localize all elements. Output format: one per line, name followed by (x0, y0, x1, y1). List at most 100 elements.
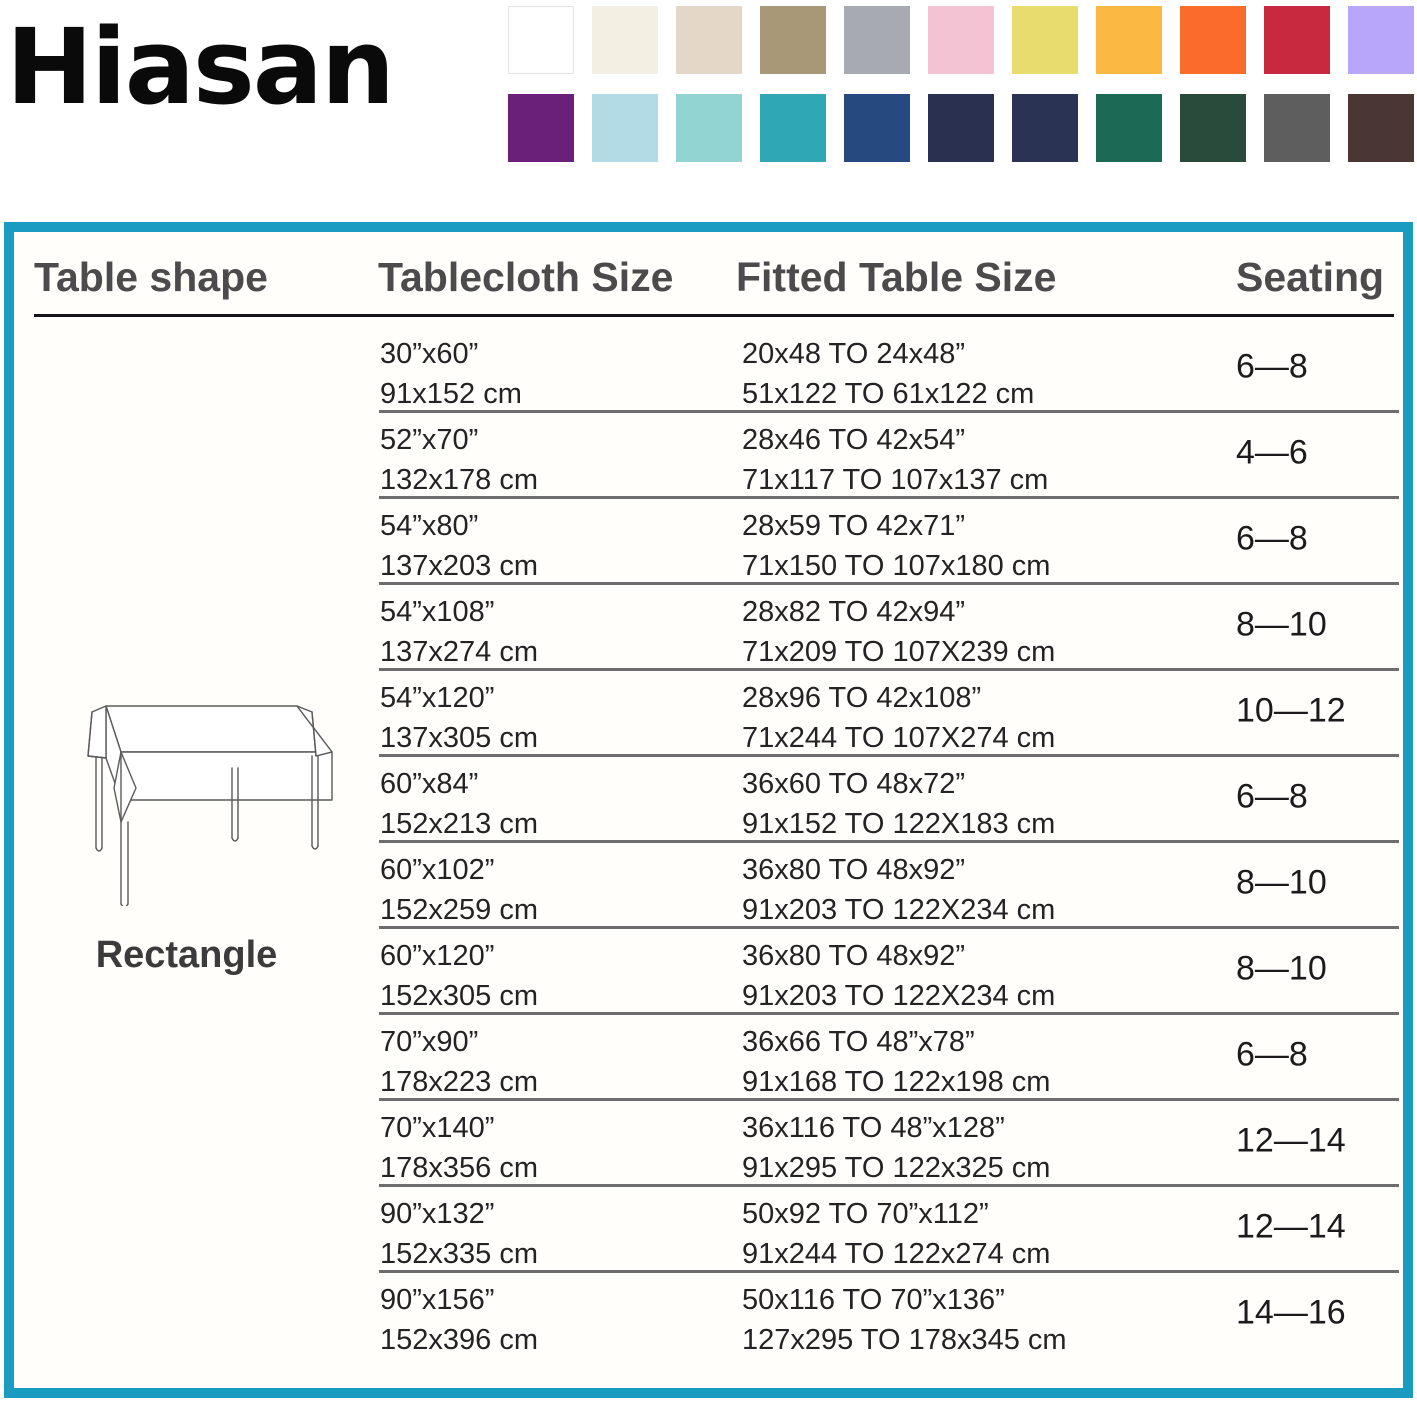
fitted-size-cm: 91x152 TO 122X183 cm (742, 808, 1056, 841)
cell-tablecloth-size: 60”x102” 152x259 cm (380, 850, 538, 930)
cell-tablecloth-size: 90”x156” 152x396 cm (380, 1280, 538, 1360)
cell-tablecloth-size: 30”x60” 91x152 cm (380, 334, 522, 414)
tablecloth-size-inches: 90”x132” (380, 1198, 495, 1230)
fitted-size-cm: 71x117 TO 107x137 cm (742, 464, 1049, 497)
color-swatch-light-blue[interactable] (592, 94, 658, 162)
cell-fitted-table-size: 28x82 TO 42x94” 71x209 TO 107X239 cm (742, 592, 1055, 672)
color-swatch-lavender[interactable] (1348, 6, 1414, 74)
cell-seating: 12—14 (1236, 1121, 1346, 1160)
table-row: 90”x156” 152x396 cm 50x116 TO 70”x136” 127x… (14, 1270, 1403, 1356)
size-chart-card: Table shape Tablecloth Size Fitted Table… (4, 222, 1413, 1398)
cell-seating: 4—6 (1236, 433, 1308, 472)
cell-tablecloth-size: 52”x70” 132x178 cm (380, 420, 538, 500)
fitted-size-cm: 71x209 TO 107X239 cm (742, 636, 1056, 669)
cell-seating: 10—12 (1236, 691, 1346, 730)
cell-seating: 12—14 (1236, 1207, 1346, 1246)
color-swatch-purple[interactable] (508, 94, 574, 162)
color-swatch-panel (508, 6, 1414, 182)
color-swatch-amber[interactable] (1096, 6, 1162, 74)
fitted-size-inches: 36x60 TO 48x72” (742, 768, 966, 800)
color-swatch-charcoal[interactable] (1264, 94, 1330, 162)
tablecloth-size-inches: 70”x90” (380, 1026, 479, 1058)
color-swatch-pink[interactable] (928, 6, 994, 74)
fitted-size-inches: 50x116 TO 70”x136” (742, 1284, 1005, 1316)
color-swatch-beige[interactable] (676, 6, 742, 74)
fitted-size-cm: 71x244 TO 107X274 cm (742, 722, 1056, 755)
cell-fitted-table-size: 36x66 TO 48”x78” 91x168 TO 122x198 cm (742, 1022, 1050, 1102)
tablecloth-size-inches: 60”x120” (380, 940, 495, 972)
color-swatch-dark-navy[interactable] (1012, 94, 1078, 162)
table-header-row: Table shape Tablecloth Size Fitted Table… (14, 232, 1403, 319)
table-row: 54”x120” 137x305 cm 28x96 TO 42x108” 71x244… (14, 668, 1403, 754)
table-row: 54”x108” 137x274 cm 28x82 TO 42x94” 71x209 … (14, 582, 1403, 668)
fitted-size-cm: 91x295 TO 122x325 cm (742, 1152, 1051, 1185)
fitted-size-inches: 36x80 TO 48x92” (742, 940, 966, 972)
cell-fitted-table-size: 28x46 TO 42x54” 71x117 TO 107x137 cm (742, 420, 1048, 500)
table-row: 90”x132” 152x335 cm 50x92 TO 70”x112” 91x24… (14, 1184, 1403, 1270)
tablecloth-size-inches: 30”x60” (380, 338, 479, 370)
color-swatch-red[interactable] (1264, 6, 1330, 74)
tablecloth-size-cm: 152x213 cm (380, 808, 538, 841)
color-swatch-aqua[interactable] (676, 94, 742, 162)
swatch-row-1 (508, 6, 1414, 84)
tablecloth-size-inches: 90”x156” (380, 1284, 495, 1316)
fitted-size-inches: 36x66 TO 48”x78” (742, 1026, 975, 1058)
fitted-size-cm: 91x244 TO 122x274 cm (742, 1238, 1051, 1271)
color-swatch-gray[interactable] (844, 6, 910, 74)
table-row: 30”x60” 91x152 cm 20x48 TO 24x48” 51x122 TO… (14, 324, 1403, 410)
color-swatch-navy[interactable] (928, 94, 994, 162)
cell-tablecloth-size: 90”x132” 152x335 cm (380, 1194, 538, 1274)
color-swatch-cream[interactable] (592, 6, 658, 74)
cell-seating: 6—8 (1236, 1035, 1308, 1074)
cell-fitted-table-size: 36x80 TO 48x92” 91x203 TO 122X234 cm (742, 936, 1055, 1016)
cell-seating: 8—10 (1236, 605, 1327, 644)
cell-tablecloth-size: 60”x84” 152x213 cm (380, 764, 538, 844)
color-swatch-brown[interactable] (1348, 94, 1414, 162)
tablecloth-size-inches: 60”x84” (380, 768, 479, 800)
brand-header: Hiasan (0, 0, 1417, 218)
table-row: 70”x90” 178x223 cm 36x66 TO 48”x78” 91x168 … (14, 1012, 1403, 1098)
color-swatch-taupe[interactable] (760, 6, 826, 74)
tablecloth-size-inches: 54”x80” (380, 510, 479, 542)
fitted-size-inches: 36x116 TO 48”x128” (742, 1112, 1005, 1144)
fitted-size-cm: 91x203 TO 122X234 cm (742, 980, 1056, 1013)
cell-tablecloth-size: 54”x120” 137x305 cm (380, 678, 538, 758)
cell-seating: 8—10 (1236, 863, 1327, 902)
tablecloth-size-cm: 152x335 cm (380, 1238, 538, 1271)
color-swatch-white[interactable] (508, 6, 574, 74)
table-row: 60”x84” 152x213 cm 36x60 TO 48x72” 91x152 T… (14, 754, 1403, 840)
color-swatch-teal[interactable] (760, 94, 826, 162)
cell-fitted-table-size: 36x116 TO 48”x128” 91x295 TO 122x325 cm (742, 1108, 1050, 1188)
color-swatch-green[interactable] (1096, 94, 1162, 162)
cell-fitted-table-size: 36x60 TO 48x72” 91x152 TO 122X183 cm (742, 764, 1055, 844)
cell-seating: 14—16 (1236, 1293, 1346, 1332)
tablecloth-size-cm: 178x223 cm (380, 1066, 538, 1099)
table-row: 52”x70” 132x178 cm 28x46 TO 42x54” 71x117 T… (14, 410, 1403, 496)
tablecloth-size-cm: 91x152 cm (380, 378, 522, 411)
brand-logo: Hiasan (6, 6, 395, 128)
table-row: 70”x140” 178x356 cm 36x116 TO 48”x128” 91x2… (14, 1098, 1403, 1184)
column-header-tablecloth-size: Tablecloth Size (378, 254, 674, 300)
color-swatch-blue[interactable] (844, 94, 910, 162)
size-table-body: 30”x60” 91x152 cm 20x48 TO 24x48” 51x122 TO… (14, 324, 1403, 1356)
tablecloth-size-cm: 132x178 cm (380, 464, 538, 497)
cell-fitted-table-size: 28x96 TO 42x108” 71x244 TO 107X274 cm (742, 678, 1055, 758)
tablecloth-size-inches: 60”x102” (380, 854, 495, 886)
column-header-seating: Seating (1236, 254, 1385, 300)
column-header-fitted-table-size: Fitted Table Size (736, 254, 1057, 300)
cell-fitted-table-size: 50x116 TO 70”x136” 127x295 TO 178x345 cm (742, 1280, 1067, 1360)
color-swatch-orange[interactable] (1180, 6, 1246, 74)
tablecloth-size-cm: 152x259 cm (380, 894, 538, 927)
header-divider (34, 314, 1394, 319)
table-row: 60”x120” 152x305 cm 36x80 TO 48x92” 91x203 … (14, 926, 1403, 1012)
cell-tablecloth-size: 54”x80” 137x203 cm (380, 506, 538, 586)
cell-seating: 6—8 (1236, 519, 1308, 558)
fitted-size-inches: 50x92 TO 70”x112” (742, 1198, 989, 1230)
cell-tablecloth-size: 60”x120” 152x305 cm (380, 936, 538, 1016)
color-swatch-dark-green[interactable] (1180, 94, 1246, 162)
color-swatch-yellow[interactable] (1012, 6, 1078, 74)
fitted-size-inches: 28x46 TO 42x54” (742, 424, 966, 456)
cell-fitted-table-size: 36x80 TO 48x92” 91x203 TO 122X234 cm (742, 850, 1055, 930)
fitted-size-inches: 28x96 TO 42x108” (742, 682, 982, 714)
fitted-size-cm: 127x295 TO 178x345 cm (742, 1324, 1067, 1357)
